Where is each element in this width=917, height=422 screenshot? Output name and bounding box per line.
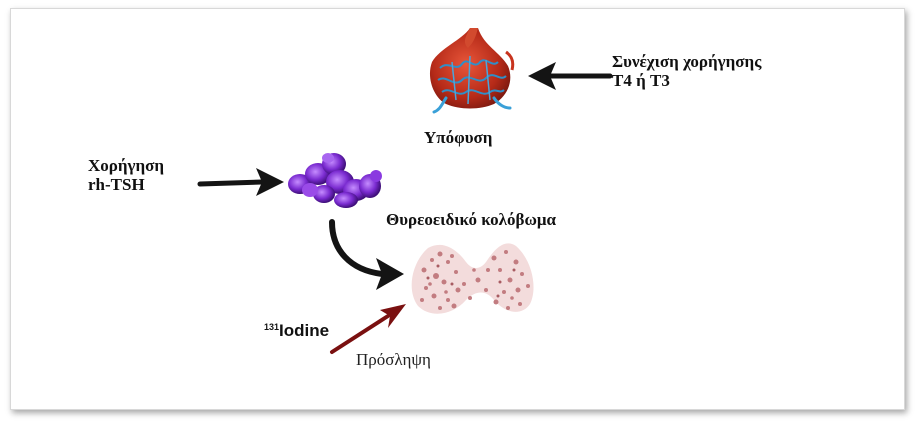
rh-tsh-admin-line2: rh-TSH (88, 175, 145, 194)
arrow-to-pituitary (528, 62, 613, 90)
pituitary-label: Υπόφυση (424, 128, 493, 147)
thyroid-remnant-icon (411, 243, 534, 314)
continue-admin-line2: T4 ή T3 (612, 71, 670, 90)
rh-tsh-admin-line1: Χορήγηση (88, 156, 165, 175)
pituitary-gland-icon (429, 28, 515, 114)
iodine-name: Iodine (279, 321, 330, 340)
continue-admin-line1: Συνέχιση χορήγησης (612, 52, 762, 71)
continue-admin-label: Συνέχιση χορήγησης T4 ή T3 (612, 52, 761, 90)
tsh-molecule-icon (288, 153, 382, 208)
arrow-tsh-to-thyroid (329, 219, 404, 290)
rh-tsh-admin-label: Χορήγηση rh-TSH (88, 156, 164, 194)
uptake-label: Πρόσληψη (356, 350, 431, 369)
arrow-to-tsh (197, 168, 284, 196)
iodine-label: 131Iodine (264, 318, 329, 340)
thyroid-remnant-label: Θυρεοειδικό κολόβωμα (386, 210, 557, 229)
arrow-iodine-uptake (330, 304, 406, 354)
iodine-mass-number: 131 (264, 322, 280, 332)
